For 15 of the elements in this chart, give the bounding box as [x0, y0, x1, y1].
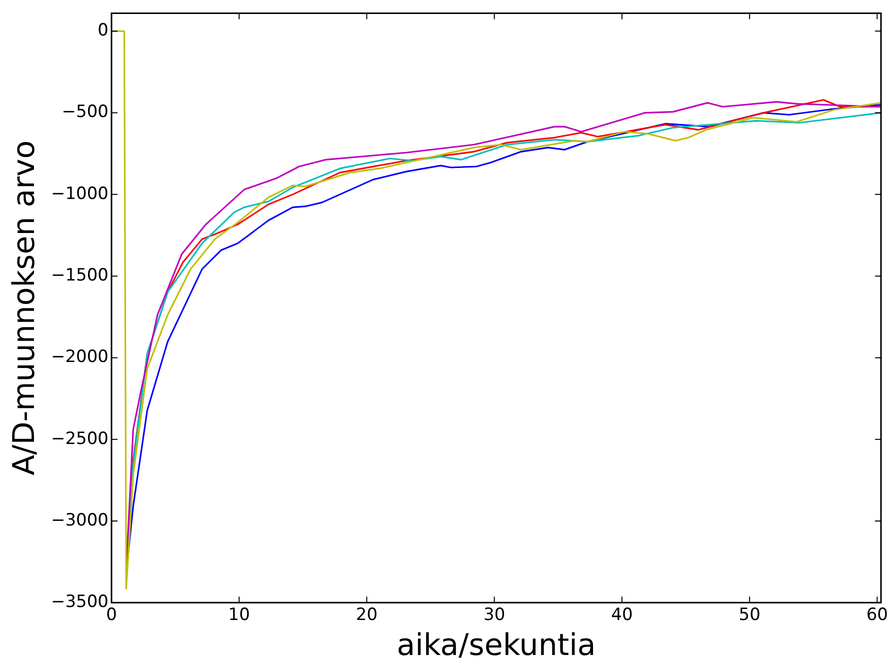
x-axis-title: aika/sekuntia	[396, 628, 596, 663]
x-tick-label: 50	[738, 605, 760, 626]
y-axis-title: A/D-muunnoksen arvo	[6, 140, 42, 476]
y-tick-label: −2000	[50, 347, 109, 368]
x-tick-label: 60	[866, 605, 888, 626]
y-tick-label: −3000	[50, 510, 109, 530]
y-tick-label: −2500	[50, 428, 109, 449]
x-tick-label: 30	[484, 605, 506, 626]
y-tick-label: 0	[98, 20, 109, 41]
x-tick-label: 20	[356, 605, 378, 626]
x-tick-label: 40	[611, 605, 633, 626]
x-tick-label: 10	[228, 605, 250, 626]
y-tick-label: −500	[62, 102, 109, 122]
y-tick-label: −1000	[50, 184, 109, 204]
y-tick-label: −1500	[50, 265, 109, 286]
